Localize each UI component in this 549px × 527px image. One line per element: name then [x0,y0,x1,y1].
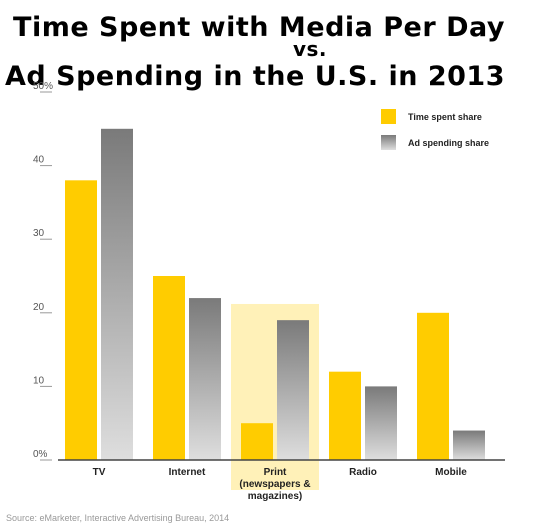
legend-label-ad-spending: Ad spending share [408,138,489,148]
y-tick-label: 0% [33,449,48,460]
y-tick-label: 40 [33,155,45,166]
bar-ad-spending [453,430,485,460]
bars [65,128,485,461]
bar-time-spent [153,276,185,460]
legend: Time spent share Ad spending share [381,109,489,150]
chart-title-line-3: Ad Spending in the U.S. in 2013 [5,61,505,92]
bar-ad-spending [277,320,309,460]
x-category-label: Internet [169,467,206,478]
x-category-label: Radio [349,467,377,478]
bar-ad-spending [365,386,397,460]
bar-time-spent [417,312,449,460]
x-category-label: Print (newspapers & magazines) [239,467,310,502]
x-category-label: TV [93,467,106,478]
bar-time-spent [241,423,273,460]
y-tick-label: 20 [33,302,45,313]
source-note: Source: eMarketer, Interactive Advertisi… [6,513,229,523]
x-axis: TV Internet Print (newspapers & magazines) Ra… [93,467,468,502]
y-tick-label: 50% [33,81,53,92]
y-tick-label: 10 [33,375,45,386]
x-category-label: Mobile [435,467,467,478]
bar-ad-spending [101,128,133,461]
y-axis: 0% 10 20 30 40 50% [33,81,53,461]
legend-label-time-spent: Time spent share [408,112,482,122]
chart-title-line-1: Time Spent with Media Per Day [13,12,505,43]
bar-time-spent [329,371,361,460]
legend-swatch-ad-spending [381,135,396,150]
chart-title-line-2: vs. [293,37,327,61]
legend-swatch-time-spent [381,109,396,124]
bar-ad-spending [189,298,221,460]
bar-time-spent [65,180,97,460]
y-tick-label: 30 [33,228,45,239]
